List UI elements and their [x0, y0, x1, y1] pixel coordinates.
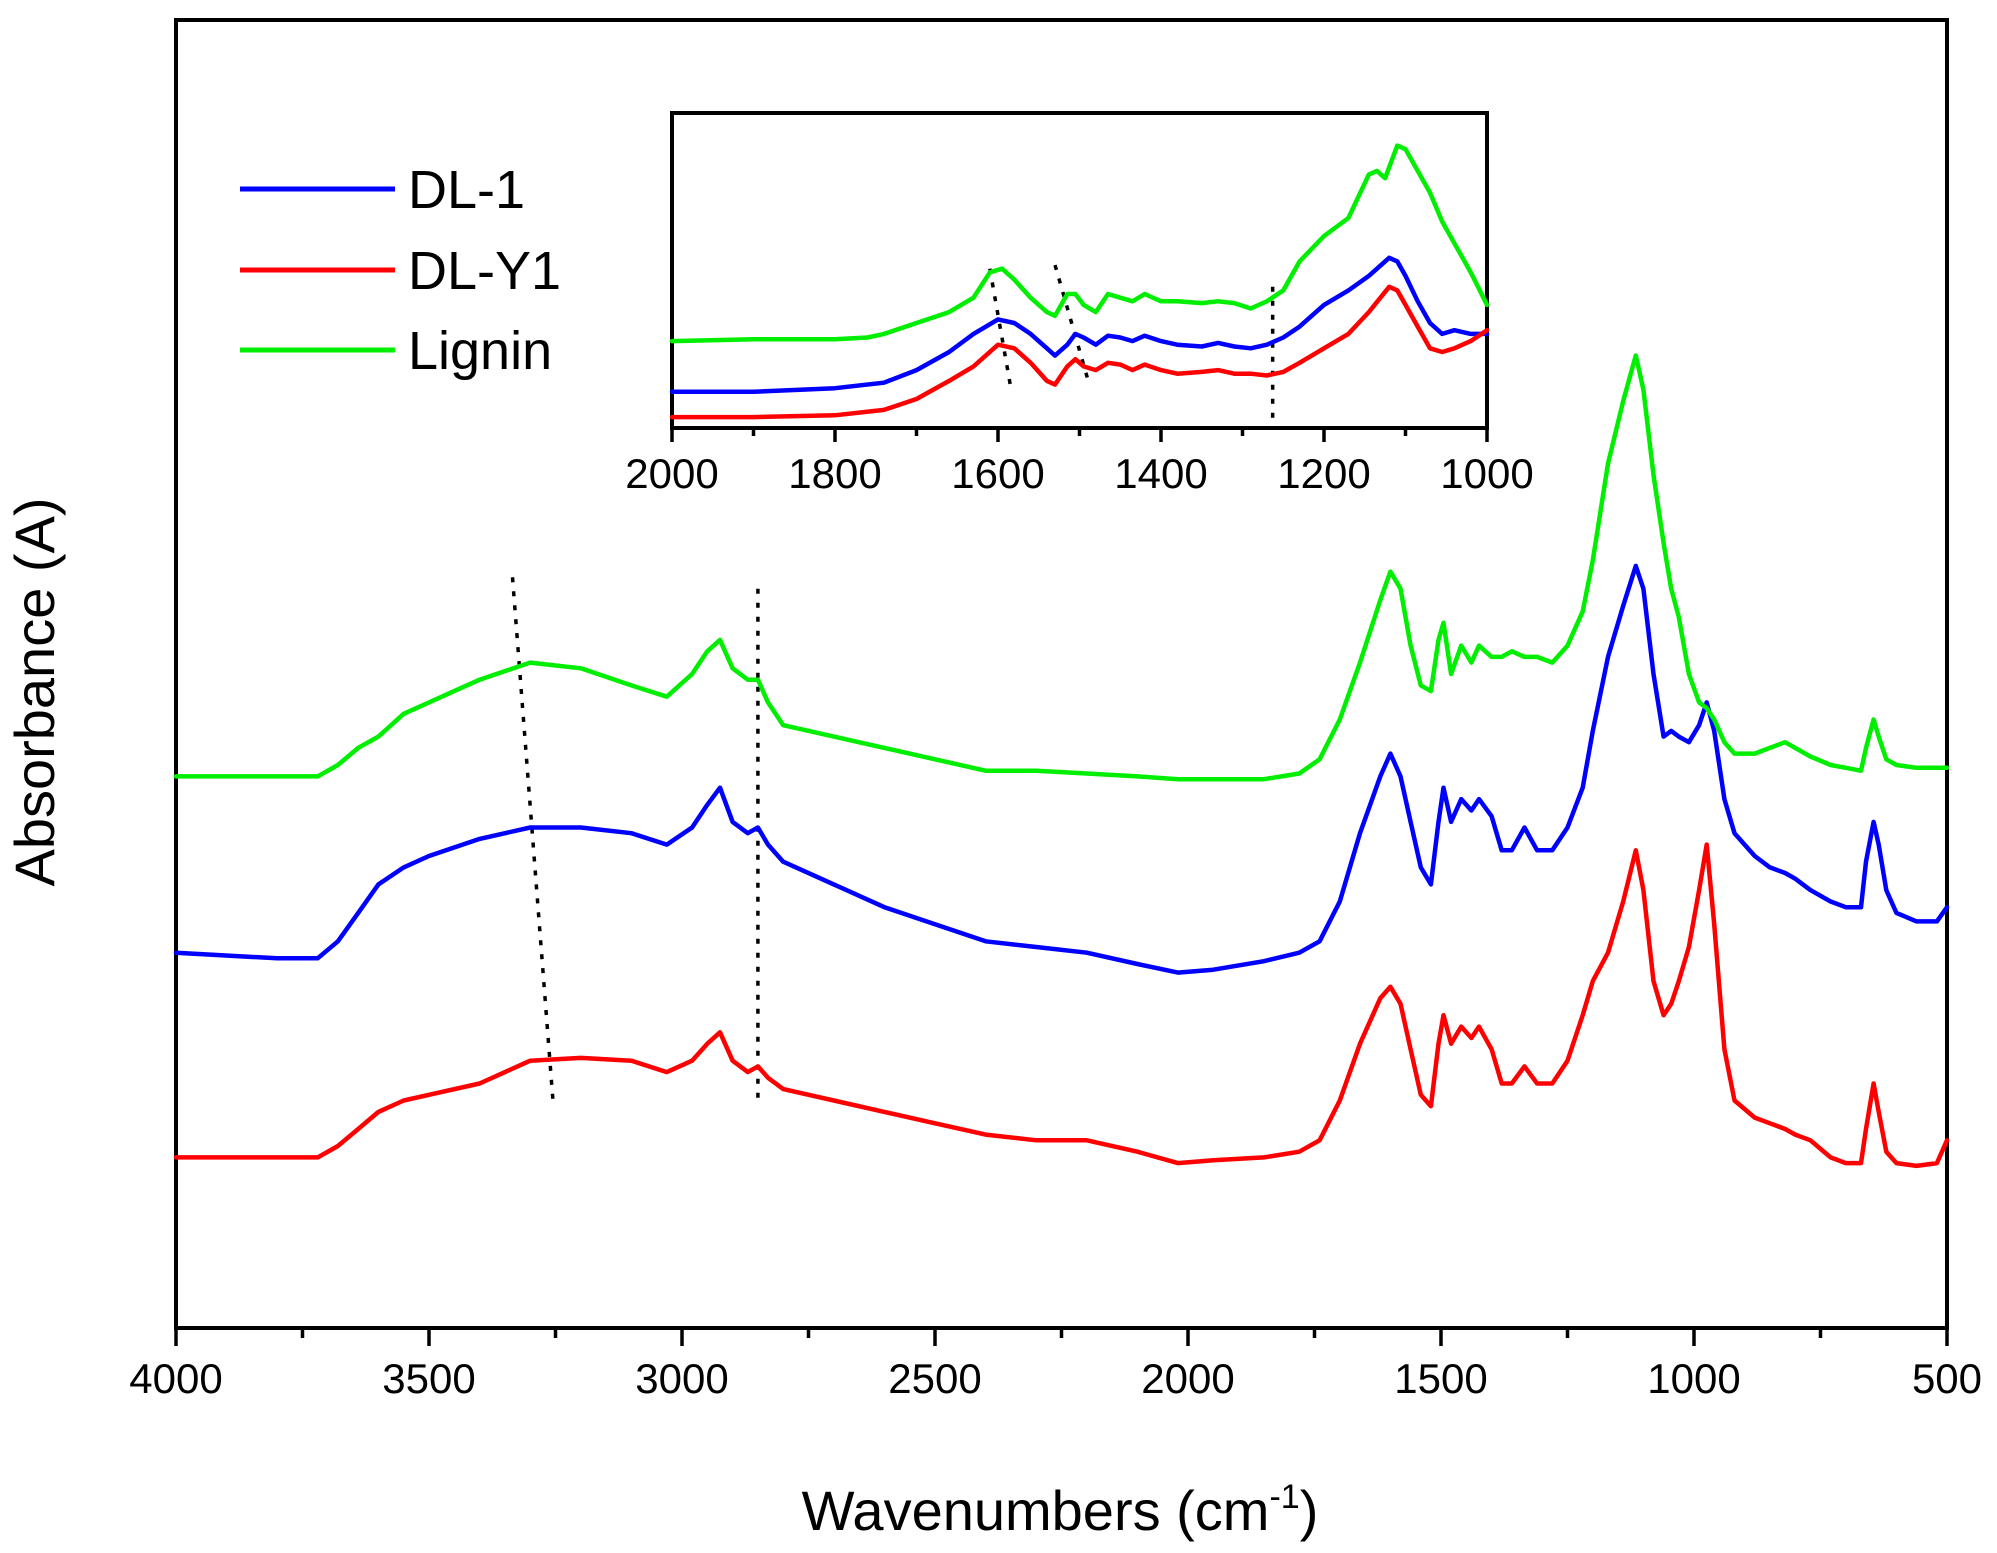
inset-x-tick-label: 1400 — [1114, 450, 1207, 497]
x-axis-title-main: Wavenumbers (cm — [802, 1479, 1270, 1542]
x-tick-label: 500 — [1912, 1355, 1982, 1402]
legend: DL-1 DL-Y1 Lignin — [240, 160, 561, 381]
x-tick-label: 1000 — [1647, 1355, 1740, 1402]
y-axis-title: Absorbance (A) — [3, 497, 66, 886]
main-series — [173, 353, 1950, 1169]
x-tick-label: 2500 — [888, 1355, 981, 1402]
legend-label-lignin: Lignin — [408, 321, 552, 381]
main-x-axis: 4000 3500 3000 2500 2000 1500 1000 500 — [129, 1328, 1982, 1402]
inset-x-tick-label: 1000 — [1440, 450, 1533, 497]
series-lignin — [173, 353, 1950, 782]
x-axis-title: Wavenumbers (cm-1) — [802, 1478, 1319, 1542]
x-axis-title-superscript: -1 — [1269, 1478, 1299, 1516]
inset-x-tick-label: 1200 — [1277, 450, 1370, 497]
inset-chart: 2000 1800 1600 1400 1200 1000 — [625, 111, 1534, 497]
guide-line-1 — [510, 577, 555, 1101]
inset-series-dl-1 — [669, 255, 1490, 395]
inset-background — [672, 113, 1487, 428]
inset-x-axis: 2000 1800 1600 1400 1200 1000 — [625, 428, 1534, 497]
inset-guides — [988, 264, 1275, 421]
x-tick-label: 3500 — [382, 1355, 475, 1402]
main-guides — [510, 577, 760, 1101]
series-dl-y1 — [173, 842, 1950, 1169]
inset-guide-line-1 — [988, 268, 1012, 385]
inset-series-dl-y1 — [669, 284, 1490, 420]
x-tick-label: 1500 — [1394, 1355, 1487, 1402]
inset-x-tick-label: 1800 — [788, 450, 881, 497]
x-axis-title-close: ) — [1300, 1479, 1319, 1542]
series-dl-1 — [173, 563, 1950, 975]
legend-label-dl-1: DL-1 — [408, 160, 525, 220]
inset-series-lignin — [669, 143, 1490, 344]
x-tick-label: 3000 — [635, 1355, 728, 1402]
legend-label-dl-y1: DL-Y1 — [408, 241, 561, 301]
inset-x-tick-label: 1600 — [951, 450, 1044, 497]
inset-x-tick-label: 2000 — [625, 450, 718, 497]
x-tick-label: 4000 — [129, 1355, 222, 1402]
inset-series — [669, 143, 1490, 420]
x-tick-label: 2000 — [1141, 1355, 1234, 1402]
